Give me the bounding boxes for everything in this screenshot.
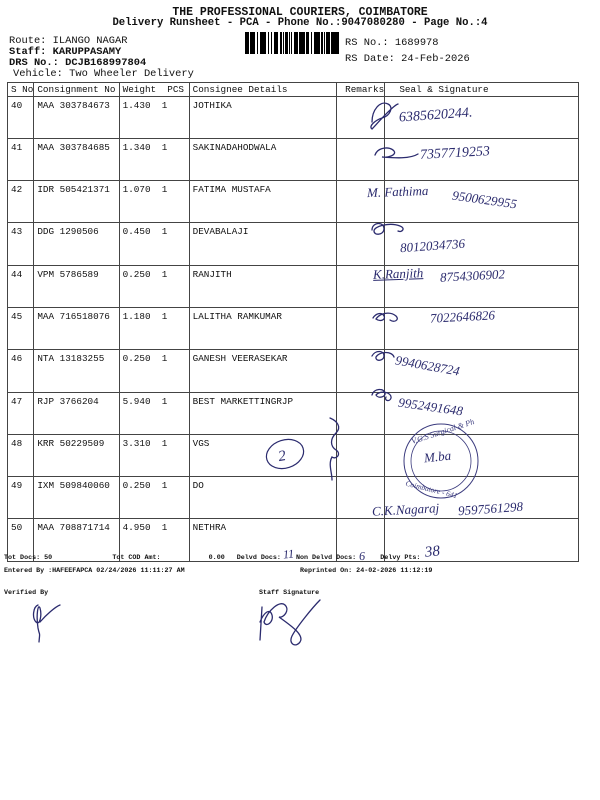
- svg-text:2: 2: [277, 448, 288, 465]
